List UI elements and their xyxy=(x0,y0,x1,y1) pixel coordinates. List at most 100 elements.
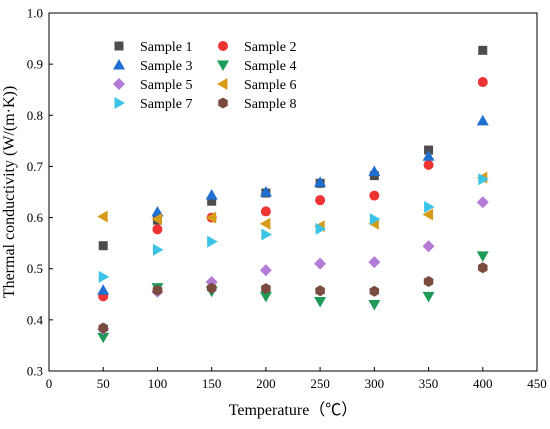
x-tick-label: 400 xyxy=(473,376,493,391)
y-tick-label: 0.6 xyxy=(27,210,44,225)
y-tick-label: 0.4 xyxy=(27,312,44,327)
legend-marker xyxy=(114,41,124,51)
series-sample-2 xyxy=(98,77,488,302)
data-point xyxy=(476,114,489,126)
data-point xyxy=(369,285,380,297)
data-point xyxy=(369,190,380,201)
data-point xyxy=(152,243,164,256)
data-point xyxy=(152,224,163,235)
series-sample-3 xyxy=(97,114,489,295)
legend-item: Sample 3 xyxy=(113,59,193,74)
y-tick-label: 0.9 xyxy=(27,57,43,72)
data-point xyxy=(369,213,381,226)
legend-label: Sample 2 xyxy=(244,40,297,55)
legend-marker xyxy=(218,41,228,51)
legend-label: Sample 7 xyxy=(140,97,193,112)
data-point xyxy=(98,270,110,283)
data-point xyxy=(205,189,218,200)
data-point xyxy=(151,205,164,217)
y-tick-label: 0.8 xyxy=(27,108,43,123)
legend-marker xyxy=(113,78,125,90)
data-point xyxy=(478,262,488,274)
legend-label: Sample 3 xyxy=(140,59,193,74)
data-point xyxy=(422,240,435,253)
x-tick-label: 150 xyxy=(202,376,222,391)
y-tick-label: 1.0 xyxy=(27,6,43,21)
data-point xyxy=(315,222,327,235)
data-point xyxy=(315,285,325,297)
y-tick-label: 0.3 xyxy=(27,364,43,379)
legend-label: Sample 4 xyxy=(244,59,297,74)
legend-label: Sample 8 xyxy=(244,97,297,112)
series-sample-4 xyxy=(97,251,489,344)
y-tick-label: 0.7 xyxy=(27,159,44,174)
data-point xyxy=(205,211,217,224)
data-point xyxy=(478,173,489,186)
legend-item: Sample 8 xyxy=(218,97,297,112)
data-point xyxy=(97,332,110,344)
legend-marker xyxy=(113,59,125,70)
data-point xyxy=(151,213,162,226)
legend-label: Sample 5 xyxy=(140,78,193,93)
legend-item: Sample 7 xyxy=(114,97,193,112)
data-point xyxy=(368,165,381,177)
x-tick-label: 300 xyxy=(365,376,385,391)
data-point xyxy=(97,210,108,223)
x-tick-label: 50 xyxy=(97,376,110,391)
x-tick-label: 200 xyxy=(256,376,276,391)
data-point xyxy=(478,45,488,55)
data-point xyxy=(261,283,271,295)
data-point xyxy=(368,256,381,269)
data-point xyxy=(422,208,434,221)
data-point xyxy=(259,186,272,197)
legend-item: Sample 1 xyxy=(114,40,193,55)
data-point xyxy=(423,276,434,287)
data-point xyxy=(314,176,327,187)
series-sample-5 xyxy=(97,196,489,336)
data-point xyxy=(424,145,434,155)
data-point xyxy=(260,206,271,217)
data-point xyxy=(477,77,488,88)
y-axis-ticks: 0.3 0.4 0.5 0.6 0.7 0.8 0.9 1.0 xyxy=(27,6,53,379)
plot-frame xyxy=(48,12,538,372)
data-point xyxy=(98,322,108,334)
data-point xyxy=(368,300,381,311)
legend-label: Sample 1 xyxy=(140,40,193,55)
x-axis-title: Temperature（℃） xyxy=(229,401,358,419)
data-point xyxy=(98,241,108,251)
data-point xyxy=(206,282,217,294)
data-point xyxy=(423,159,434,170)
legend-item: Sample 2 xyxy=(218,40,297,55)
data-point xyxy=(259,217,271,230)
data-point xyxy=(424,200,435,213)
x-tick-label: 350 xyxy=(419,376,439,391)
legend-label: Sample 6 xyxy=(244,78,297,93)
legend-item: Sample 4 xyxy=(217,59,297,74)
data-point xyxy=(261,228,272,241)
data-point xyxy=(152,284,163,296)
x-tick-label: 450 xyxy=(527,376,547,391)
legend-marker xyxy=(217,78,228,90)
data-point xyxy=(259,291,272,303)
data-points xyxy=(97,45,489,344)
legend-item: Sample 5 xyxy=(113,78,193,93)
data-point xyxy=(476,196,489,209)
y-tick-label: 0.5 xyxy=(27,261,43,276)
data-point xyxy=(97,284,110,295)
x-axis-ticks: 0 50 100 150 200 250 300 350 400 450 xyxy=(46,367,547,391)
data-point xyxy=(259,264,272,277)
x-tick-label: 100 xyxy=(148,376,168,391)
data-point xyxy=(476,251,489,262)
data-point xyxy=(207,235,218,248)
data-point xyxy=(422,291,435,303)
data-point xyxy=(422,150,435,161)
legend-marker xyxy=(114,97,125,109)
x-tick-label: 0 xyxy=(46,376,53,391)
data-point xyxy=(207,196,217,206)
series-sample-8 xyxy=(98,262,488,334)
data-point xyxy=(315,195,326,206)
data-point xyxy=(314,257,327,270)
legend: Sample 1 Sample 2 Sample 3 Sample 4 Sample 5… xyxy=(113,40,297,112)
legend-item: Sample 6 xyxy=(217,78,297,93)
series-sample-7 xyxy=(98,173,489,283)
